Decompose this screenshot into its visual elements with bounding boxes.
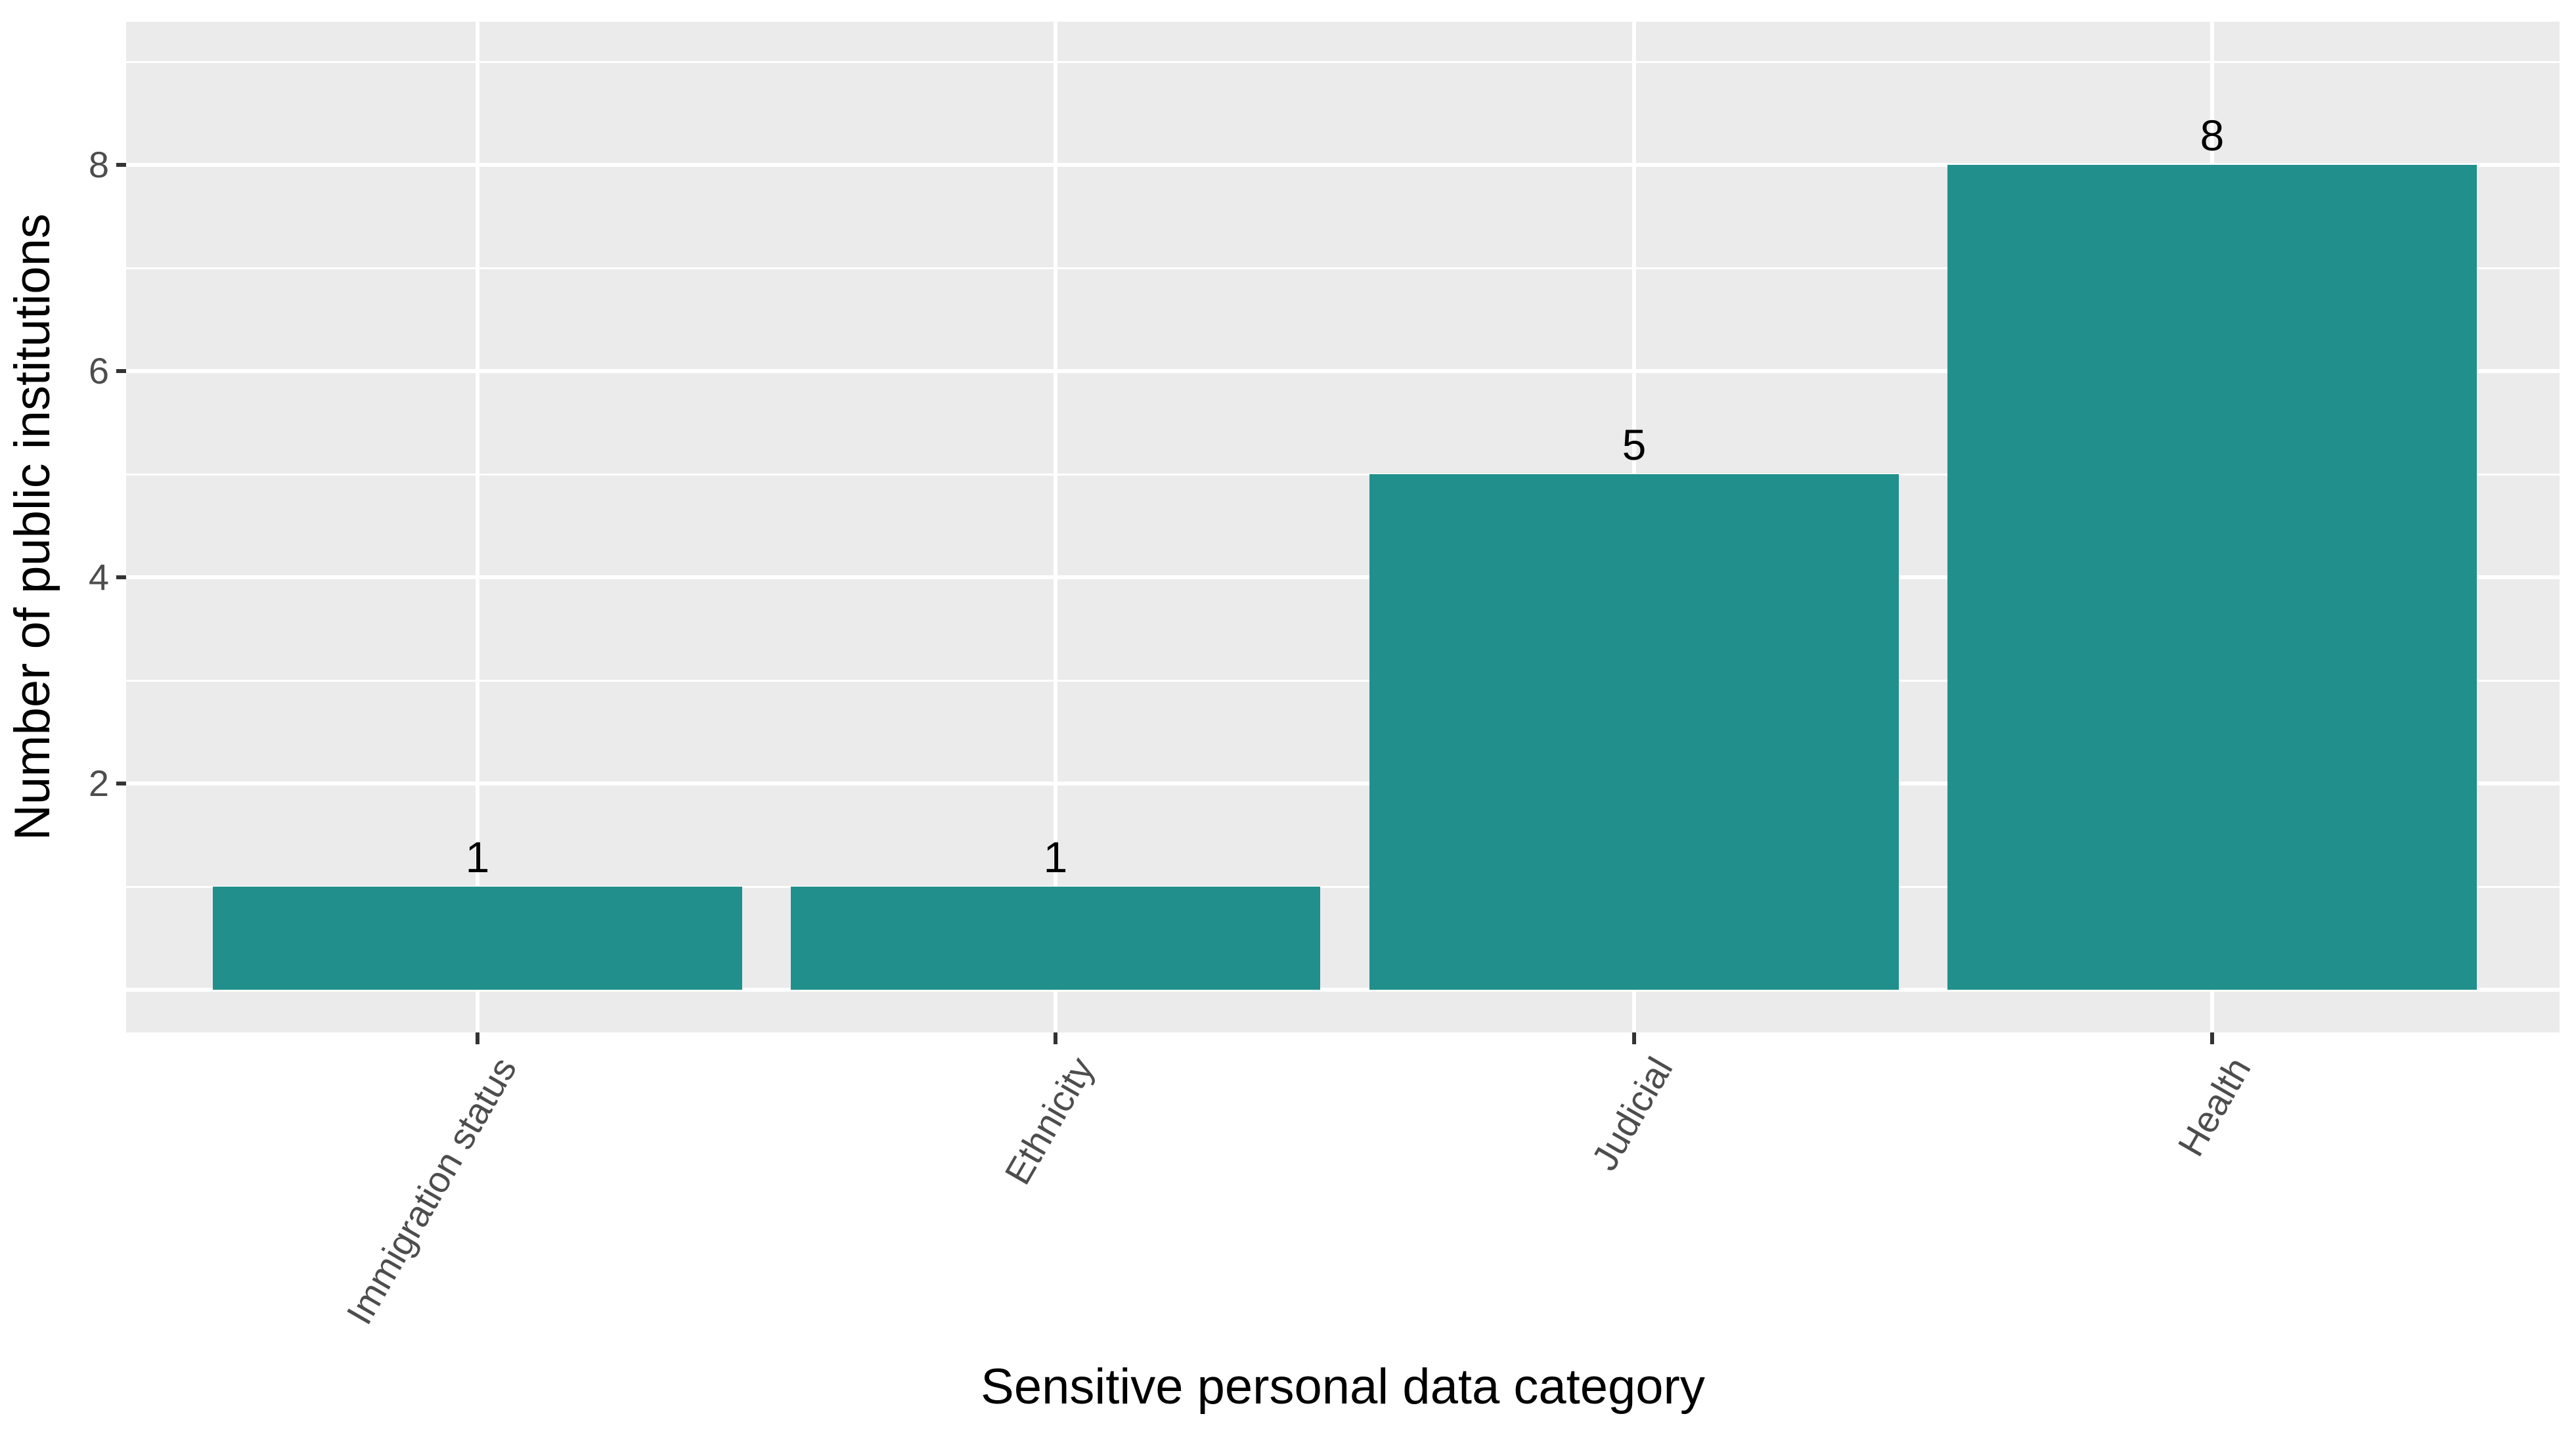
x-tick-mark	[1632, 1032, 1636, 1044]
bar	[213, 887, 742, 990]
x-tick-mark	[2210, 1032, 2214, 1044]
x-category-label: Judicial	[1583, 1050, 1681, 1178]
major-gridline	[126, 369, 2560, 373]
minor-gridline	[126, 886, 2560, 888]
bar-value-label: 1	[1043, 833, 1068, 881]
x-axis-title: Sensitive personal data category	[981, 1359, 1705, 1415]
bar-value-label: 1	[465, 833, 490, 881]
minor-gridline	[126, 267, 2560, 269]
bar	[1947, 165, 2477, 990]
major-gridline	[126, 782, 2560, 785]
y-tick-label: 4	[88, 556, 109, 598]
y-tick-mark	[116, 575, 126, 579]
y-tick-label: 8	[88, 144, 109, 185]
x-tick-mark	[476, 1032, 479, 1044]
minor-gridline	[126, 61, 2560, 63]
minor-gridline	[126, 680, 2560, 682]
y-tick-mark	[116, 369, 126, 373]
major-gridline	[126, 575, 2560, 579]
bar	[791, 887, 1320, 990]
minor-gridline	[126, 474, 2560, 475]
x-category-label: Health	[2169, 1050, 2259, 1163]
vertical-gridline	[476, 22, 479, 1032]
x-category-label: Ethnicity	[996, 1050, 1102, 1191]
x-tick-mark	[1054, 1032, 1057, 1044]
y-tick-label: 6	[88, 350, 109, 391]
y-tick-mark	[116, 782, 126, 785]
y-tick-label: 2	[88, 763, 109, 804]
plot-panel: 1 1 5 8	[126, 22, 2560, 1032]
bar-value-label: 5	[1622, 420, 1647, 469]
x-category-label: Immigration status	[338, 1050, 524, 1331]
major-gridline	[126, 163, 2560, 167]
y-tick-mark	[116, 163, 126, 167]
bar-value-label: 8	[2200, 111, 2225, 160]
bar	[1369, 474, 1899, 990]
y-axis-title: Number of public institutions	[5, 213, 60, 841]
major-gridline	[126, 988, 2560, 992]
vertical-gridline	[1054, 22, 1057, 1032]
